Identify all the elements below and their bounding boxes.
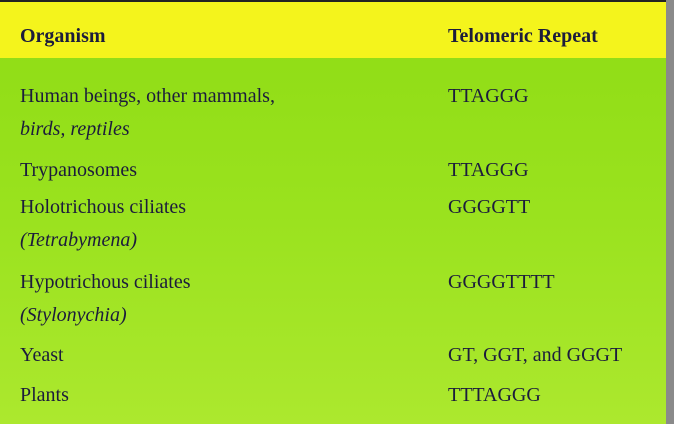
organism-line: Human beings, other mammals, <box>20 85 275 107</box>
repeat-cell: TTAGGG <box>448 159 529 181</box>
table-header: Organism Telomeric Repeat <box>0 0 666 58</box>
repeat-cell: GT, GGT, and GGGT <box>448 344 623 366</box>
edge <box>666 0 674 424</box>
repeat-cell: TTTAGGG <box>448 384 541 406</box>
organism-line: (Stylonychia) <box>20 304 127 326</box>
repeat-cell: TTAGGG <box>448 85 529 107</box>
organism-line: Plants <box>20 384 69 406</box>
organism-line: Yeast <box>20 344 64 366</box>
repeat-cell: GGGGTTTT <box>448 271 555 293</box>
header-cell: Telomeric Repeat <box>448 25 598 47</box>
organism-line: birds, reptiles <box>20 118 130 140</box>
repeat-cell: GGGGTT <box>448 196 531 218</box>
organism-line: (Tetrabymena) <box>20 229 138 251</box>
header-cell: Organism <box>20 25 106 47</box>
organism-line: Holotrichous ciliates <box>20 196 187 218</box>
organism-line: Trypanosomes <box>20 159 138 181</box>
organism-line: Hypotrichous ciliates <box>20 271 191 293</box>
